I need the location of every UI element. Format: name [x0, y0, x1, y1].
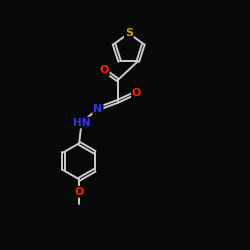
Text: O: O [74, 187, 84, 197]
Text: N: N [93, 104, 102, 114]
Text: S: S [125, 28, 133, 38]
Text: O: O [132, 88, 141, 98]
Text: O: O [100, 65, 109, 75]
Text: HN: HN [73, 118, 90, 128]
